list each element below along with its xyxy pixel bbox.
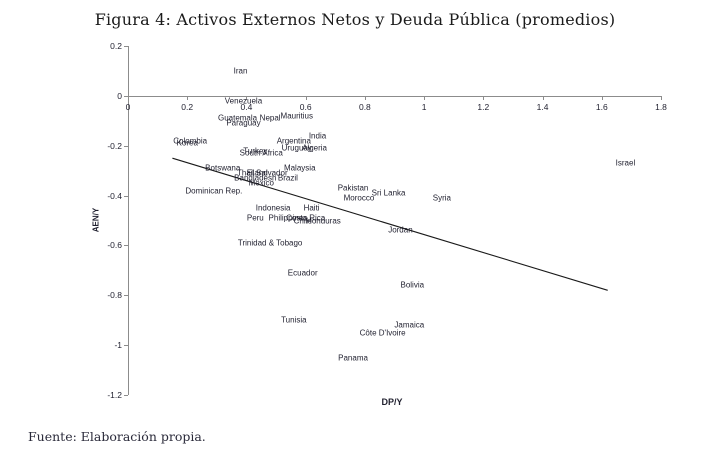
point-jordan: Jordan [388,225,413,235]
y-tick-label: -1 [114,340,122,351]
y-tick [124,95,128,97]
x-tick [424,95,426,100]
point-trinidad-tobago: Trinidad & Tobago [237,238,303,248]
point-jamaica: Jamaica [394,320,425,330]
x-tick-label: 1 [421,101,427,112]
y-tick-label: -0.6 [107,240,122,251]
x-tick [661,95,662,100]
x-tick [364,95,366,100]
source-note: Fuente: Elaboración propia. [28,429,206,444]
point-dominican-rep: Dominican Rep. [185,186,243,196]
point-mauritius: Mauritius [280,111,314,121]
x-axis-line [128,95,661,97]
x-tick-label: 0.6 [299,101,312,112]
y-tick [124,295,128,297]
point-bangladesh: Bangladesh [234,173,277,183]
x-tick-label: 1.2 [477,101,490,112]
y-tick-label: -0.8 [107,290,122,301]
point-syria: Syria [432,193,451,203]
point-korea: Korea [176,138,198,148]
y-tick [124,245,128,247]
y-tick [124,145,128,147]
x-tick-label: 0.8 [358,101,371,112]
point-india: India [308,131,327,141]
point-sri-lanka: Sri Lanka [371,188,406,198]
point-malaysia: Malaysia [283,163,316,173]
point-panama: Panama [338,353,368,363]
point-mexico: Mexico [248,178,274,188]
x-tick-label: 1.6 [595,101,608,112]
x-tick [246,95,248,100]
y-axis-label: AEN/Y [91,207,101,233]
x-tick-label: 0.4 [240,101,253,112]
x-tick-label: 0.2 [181,101,194,112]
x-tick [305,95,307,100]
point-pakistan: Pakistan [337,183,369,193]
point-tunisia: Tunisia [281,315,307,325]
point-bolivia: Bolivia [400,280,425,290]
point-guatemala: Guatemala [217,113,258,123]
x-tick-label: 1.8 [655,101,667,112]
point-paraguay: Paraguay [226,118,261,128]
point-honduras: Honduras [306,216,341,225]
point-south-africa: South Africa [239,148,283,158]
point-nepal: Nepal [259,113,281,123]
figure-title: Figura 4: Activos Externos Netos y Deuda… [94,10,616,29]
x-tick [601,95,603,100]
point-costa-rica: Costa Rica [286,213,326,223]
point-brazil: Brazil [277,173,298,183]
point-iran: Iran [233,66,248,76]
point-ecuador: Ecuador [287,268,318,278]
point-venezuela: Venezuela [224,96,263,106]
point-thailand: Thailand [237,168,268,178]
point-chile: Chile [293,216,312,225]
point-argentina: Argentina [276,136,311,146]
point-turkey: Turkey [243,146,268,156]
point-morocco: Morocco [343,193,375,203]
y-tick [124,46,128,47]
x-tick [128,95,129,100]
y-tick-label: 0.2 [110,41,122,51]
x-tick-label: 1.4 [536,101,549,112]
x-tick [187,95,189,100]
point-el-salvador: El Salvador [246,168,288,178]
x-tick [542,95,544,100]
x-tick-label: 0 [125,101,131,112]
point-algeria: Algeria [302,143,327,153]
point-israel: Israel [615,158,636,168]
point-indonesia: Indonesia [255,203,291,213]
y-tick [124,395,128,396]
point-c-te-d-ivoire: Côte D'Ivoire [359,328,406,338]
y-tick-label: -0.4 [107,190,122,201]
y-tick-label: -1.2 [107,390,122,400]
y-tick-label: 0 [117,90,122,101]
y-tick [124,195,128,197]
x-axis-label: DP/Y [381,397,403,407]
point-peru: Peru [246,213,264,223]
y-tick-label: -0.2 [107,140,122,151]
point-uruguay: Uruguay [281,143,312,153]
y-tick [124,345,128,347]
point-philippines: Philippines [268,213,308,223]
point-haiti: Haiti [303,203,320,213]
y-axis-line [128,46,129,395]
point-colombia: Colombia [173,136,208,146]
point-botswana: Botswana [205,163,241,173]
x-tick [483,95,485,100]
